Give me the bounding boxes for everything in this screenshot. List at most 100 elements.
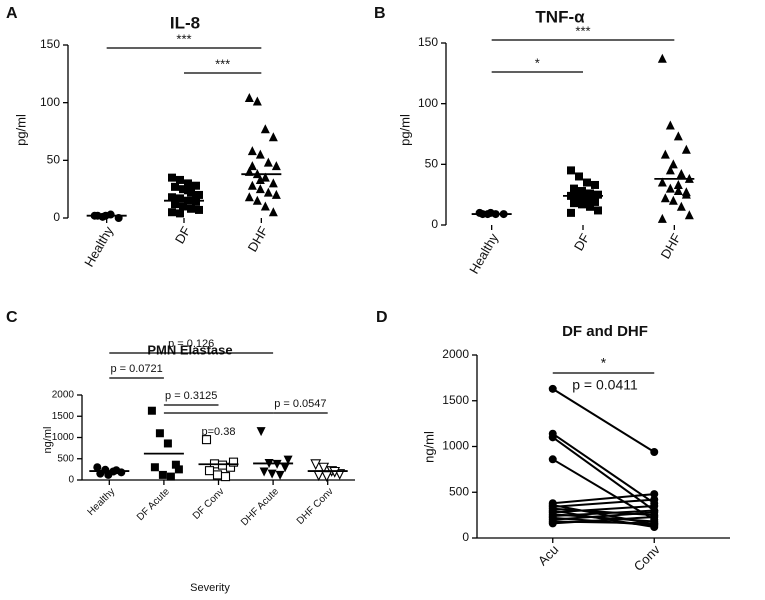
point xyxy=(271,189,281,199)
y-tick-label: 500 xyxy=(57,453,74,464)
point xyxy=(192,192,200,201)
point xyxy=(263,157,273,167)
point xyxy=(676,169,686,179)
x-tick-label: Healthy xyxy=(466,230,501,276)
y-tick-label: 1000 xyxy=(52,432,75,443)
point xyxy=(657,177,667,187)
point xyxy=(586,202,594,211)
point xyxy=(548,433,557,442)
point xyxy=(268,132,278,142)
annotation: p = 0.0411 xyxy=(572,377,638,393)
point xyxy=(168,208,176,217)
point xyxy=(583,193,591,202)
x-tick-label: DF xyxy=(172,224,194,247)
point xyxy=(212,470,223,480)
y-axis-label: pg/ml xyxy=(13,114,28,146)
point xyxy=(244,192,254,202)
significance-label: p = 0.0547 xyxy=(274,398,326,410)
point xyxy=(673,131,683,141)
point xyxy=(171,460,180,469)
point xyxy=(578,200,586,209)
y-tick-label: 50 xyxy=(425,157,439,171)
pair-line xyxy=(552,515,655,525)
point xyxy=(591,180,599,189)
y-tick-label: 0 xyxy=(68,475,74,486)
point xyxy=(665,120,675,130)
point xyxy=(650,495,659,504)
y-tick-label: 0 xyxy=(431,217,438,231)
point xyxy=(657,213,667,223)
point xyxy=(591,197,599,206)
point xyxy=(650,519,659,528)
point xyxy=(280,463,290,473)
point xyxy=(660,193,670,203)
point xyxy=(657,53,667,63)
significance-label: p = 0.126 xyxy=(168,338,214,350)
point xyxy=(260,124,270,134)
x-tick-label: DHF Acute xyxy=(239,486,281,528)
x-tick-label: DHF xyxy=(245,224,271,255)
point xyxy=(318,462,330,474)
y-tick-label: 100 xyxy=(418,96,438,110)
point xyxy=(168,173,176,182)
point xyxy=(150,463,159,472)
point xyxy=(255,184,265,194)
point xyxy=(247,161,257,171)
point xyxy=(195,205,203,214)
chart-title: TNF-α xyxy=(535,7,585,26)
y-tick-label: 50 xyxy=(47,153,61,167)
x-tick-label: Conv xyxy=(631,542,663,574)
y-tick-label: 1500 xyxy=(52,411,75,422)
point xyxy=(184,179,192,188)
point xyxy=(171,182,179,191)
point xyxy=(583,178,591,187)
point xyxy=(171,200,179,209)
point xyxy=(673,179,683,189)
point xyxy=(676,201,686,211)
point xyxy=(575,194,583,203)
x-tick-label: DHF Conv xyxy=(295,486,336,527)
x-tick-label: DF Acute xyxy=(135,486,172,523)
y-axis-label: pg/ml xyxy=(397,114,412,146)
point xyxy=(665,165,675,175)
point xyxy=(668,195,678,205)
pair-line xyxy=(552,436,655,512)
point xyxy=(247,180,257,190)
panel-letter: D xyxy=(376,309,388,326)
point xyxy=(650,447,659,456)
point xyxy=(665,183,675,193)
point xyxy=(575,188,583,197)
point xyxy=(660,149,670,159)
point xyxy=(187,204,195,213)
point xyxy=(681,187,691,197)
point xyxy=(283,455,293,465)
pair-line xyxy=(552,498,655,508)
pair-line xyxy=(552,388,655,453)
point xyxy=(567,208,575,217)
point xyxy=(548,384,557,393)
pair-line xyxy=(552,493,655,505)
point xyxy=(548,519,557,528)
significance-label: p = 0.3125 xyxy=(165,390,217,402)
point xyxy=(486,208,495,217)
point xyxy=(275,470,285,480)
point xyxy=(168,193,176,202)
pair-line xyxy=(552,504,655,514)
y-tick-label: 2000 xyxy=(52,390,75,401)
y-tick-label: 1500 xyxy=(442,393,469,407)
y-tick-label: 1000 xyxy=(442,439,469,453)
significance-label: * xyxy=(601,355,607,371)
y-tick-label: 2000 xyxy=(442,347,469,361)
point xyxy=(673,186,683,196)
point xyxy=(184,186,192,195)
chart-title: IL-8 xyxy=(170,13,200,32)
point xyxy=(570,184,578,193)
significance-label: p = 0.0721 xyxy=(110,363,162,375)
point xyxy=(260,172,270,182)
x-tick-label: Healthy xyxy=(86,486,118,518)
point xyxy=(179,202,187,211)
y-tick-label: 500 xyxy=(449,484,469,498)
chart-title: PMN Elastase xyxy=(147,342,232,357)
point xyxy=(267,469,277,479)
